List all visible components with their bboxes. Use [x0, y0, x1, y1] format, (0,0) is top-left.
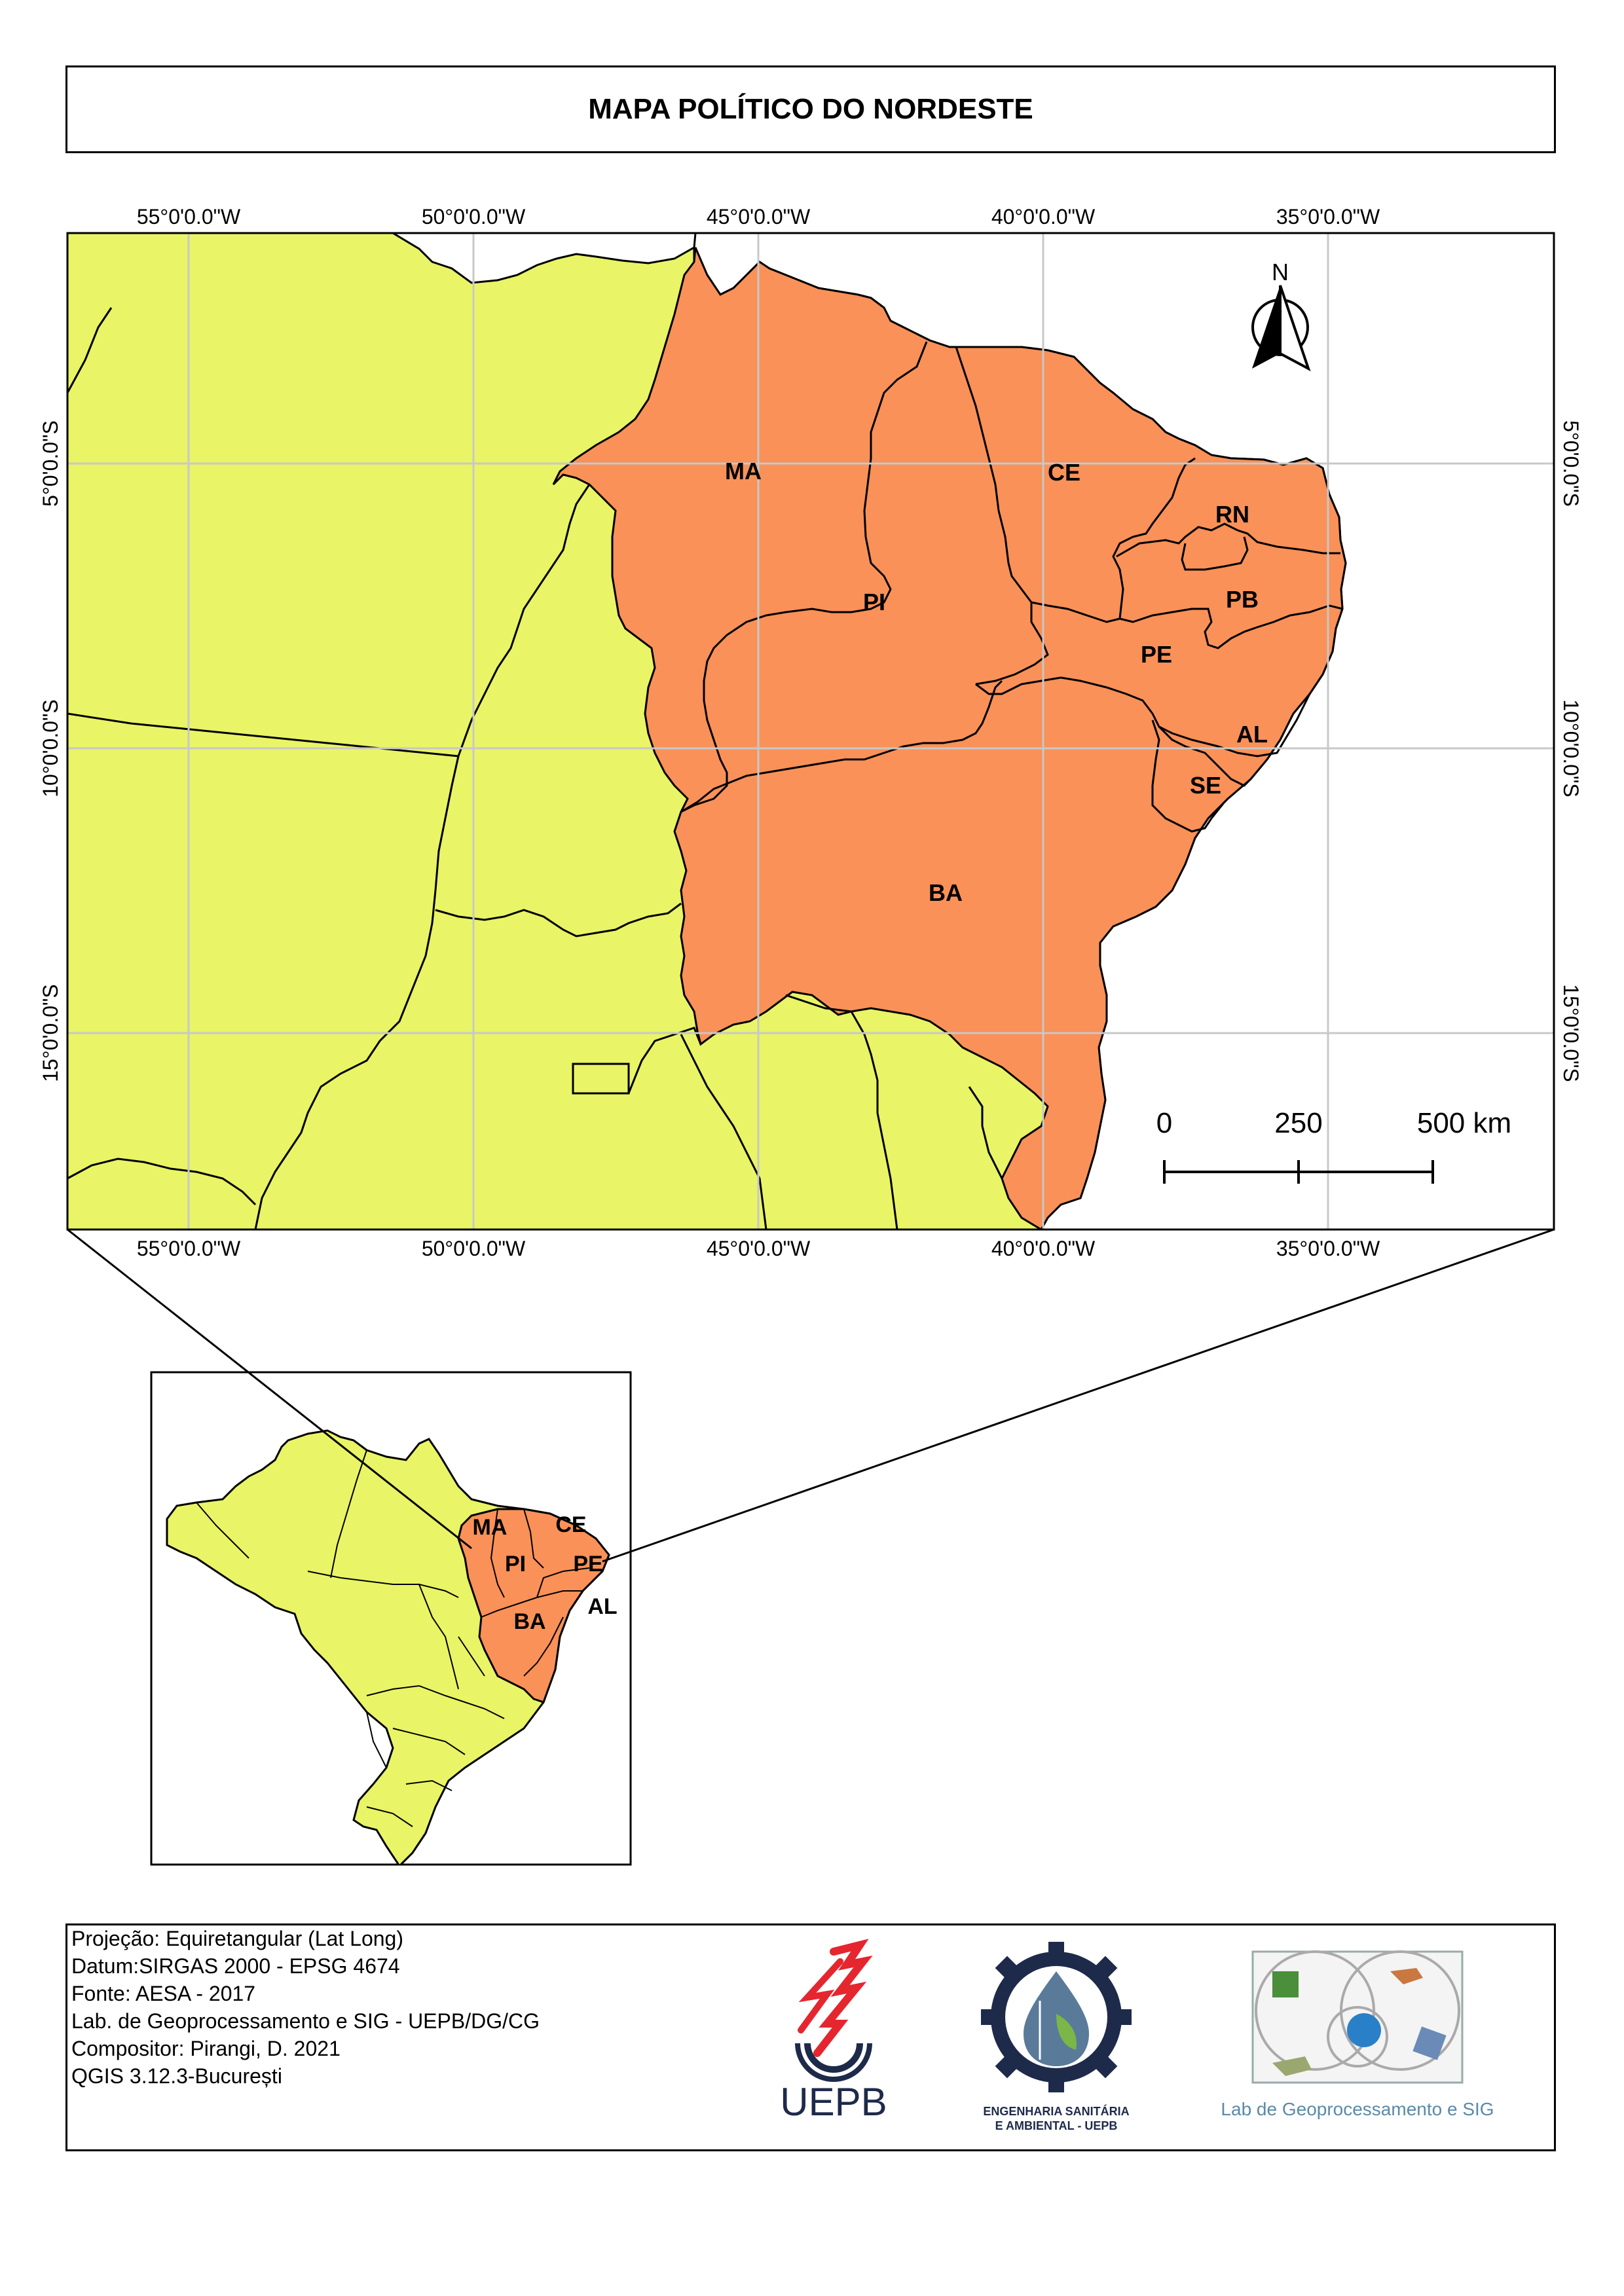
lon-label-top: 45°0'0.0"W: [707, 205, 811, 228]
north-arrow: N: [1251, 259, 1311, 372]
north-label: N: [1272, 259, 1289, 285]
lon-label-top: 55°0'0.0"W: [137, 205, 241, 228]
connector-right: [602, 1228, 1555, 1563]
state-label-se: SE: [1190, 772, 1221, 799]
grid-labels-top: 55°0'0.0"W 50°0'0.0"W 45°0'0.0"W 40°0'0.…: [137, 205, 1380, 228]
lon-label-bottom: 45°0'0.0"W: [707, 1237, 811, 1260]
lat-label-right: 10°0'0.0"S: [1559, 699, 1583, 797]
state-label-pi: PI: [863, 589, 885, 615]
grid-labels-bottom: 55°0'0.0"W 50°0'0.0"W 45°0'0.0"W 40°0'0.…: [137, 1237, 1380, 1260]
state-label-pb: PB: [1226, 586, 1259, 613]
inset-label-ma: MA: [473, 1515, 507, 1540]
lat-label-left: 15°0'0.0"S: [39, 984, 62, 1082]
inset-label-ce: CE: [555, 1512, 586, 1537]
state-label-pe: PE: [1141, 641, 1172, 668]
scale-tick-250: 250: [1274, 1107, 1322, 1139]
info-software: QGIS 3.12.3-București: [71, 2064, 282, 2088]
inset-label-pe: PE: [573, 1552, 602, 1576]
map-title: MAPA POLÍTICO DO NORDESTE: [588, 93, 1033, 125]
lon-label-bottom: 55°0'0.0"W: [137, 1237, 241, 1260]
inset-nordeste: [457, 1508, 610, 1704]
scale-tick-500: 500 km: [1417, 1107, 1511, 1139]
lat-label-right: 5°0'0.0"S: [1559, 420, 1583, 507]
info-box: Projeção: Equiretangular (Lat Long) Datu…: [65, 1923, 1556, 2151]
other-borders: [67, 307, 1003, 1230]
map-features: [67, 233, 1554, 1230]
state-borders: [680, 341, 1343, 833]
lat-label-left: 5°0'0.0"S: [39, 420, 62, 507]
connector-left: [67, 1228, 472, 1550]
lon-label-top: 35°0'0.0"W: [1276, 205, 1380, 228]
grid-labels-right: 5°0'0.0"S 10°0'0.0"S 15°0'0.0"S: [1559, 420, 1583, 1082]
state-labels: MA PI CE RN PB PE AL SE BA: [725, 458, 1268, 906]
inset-borders: [196, 1449, 590, 1827]
scale-bar: 0 250 500 km: [1156, 1107, 1511, 1184]
main-map: 55°0'0.0"W 50°0'0.0"W 45°0'0.0"W 40°0'0.…: [39, 205, 1583, 1866]
lon-label-bottom: 40°0'0.0"W: [991, 1237, 1096, 1260]
info-source: Fonte: AESA - 2017: [71, 1982, 256, 2005]
engenharia-text-2: E AMBIENTAL - UEPB: [995, 2119, 1118, 2132]
lon-label-top: 40°0'0.0"W: [991, 205, 1096, 228]
grid-labels-left: 5°0'0.0"S 10°0'0.0"S 15°0'0.0"S: [39, 420, 62, 1082]
lon-label-bottom: 35°0'0.0"W: [1276, 1237, 1380, 1260]
lab-logo: Lab de Geoprocessamento e SIG: [1221, 1950, 1494, 2119]
state-label-ma: MA: [725, 458, 762, 484]
inset-map: MA CE PI PE AL BA: [166, 1429, 618, 1865]
info-composer: Compositor: Pirangi, D. 2021: [71, 2037, 341, 2060]
inset-label-al: AL: [587, 1594, 617, 1619]
scale-tick-0: 0: [1156, 1107, 1172, 1139]
info-lab: Lab. de Geoprocessamento e SIG - UEPB/DG…: [71, 2009, 540, 2033]
engenharia-text-1: ENGENHARIA SANITÁRIA: [983, 2104, 1129, 2118]
lat-label-left: 10°0'0.0"S: [39, 699, 62, 797]
lat-label-right: 15°0'0.0"S: [1559, 984, 1583, 1082]
state-label-ce: CE: [1048, 459, 1080, 486]
lab-text: Lab de Geoprocessamento e SIG: [1221, 2099, 1494, 2119]
inset-label-ba: BA: [513, 1609, 545, 1634]
info-datum: Datum:SIRGAS 2000 - EPSG 4674: [71, 1954, 400, 1978]
uepb-logo: UEPB: [780, 1939, 887, 2124]
lon-label-top: 50°0'0.0"W: [422, 205, 526, 228]
inset-labels: MA CE PI PE AL BA: [473, 1512, 618, 1634]
nordeste-region: [552, 247, 1347, 1230]
state-label-al: AL: [1236, 721, 1268, 748]
graticule: [67, 233, 1554, 1230]
uepb-text: UEPB: [780, 2080, 887, 2124]
lon-label-bottom: 50°0'0.0"W: [422, 1237, 526, 1260]
title-box: MAPA POLÍTICO DO NORDESTE: [65, 65, 1556, 153]
state-label-ba: BA: [929, 879, 963, 906]
inset-label-pi: PI: [505, 1552, 526, 1576]
engenharia-logo: ENGENHARIA SANITÁRIA E AMBIENTAL - UEPB: [981, 1942, 1132, 2132]
state-label-rn: RN: [1215, 501, 1249, 528]
info-projection: Projeção: Equiretangular (Lat Long): [71, 1927, 403, 1950]
